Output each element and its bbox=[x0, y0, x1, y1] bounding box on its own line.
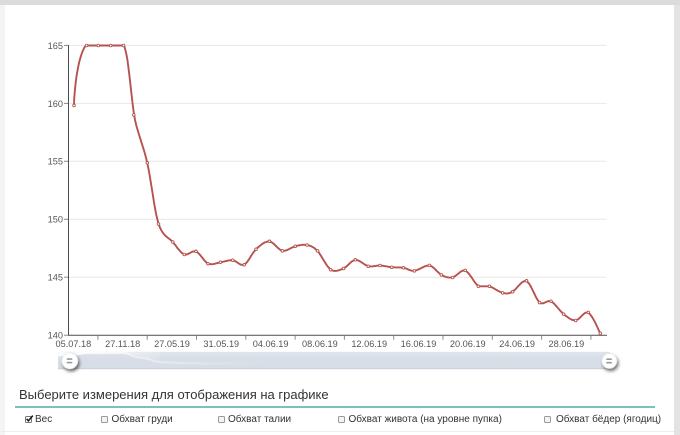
svg-text:24.06.19: 24.06.19 bbox=[499, 339, 535, 349]
svg-text:04.06.19: 04.06.19 bbox=[253, 339, 289, 349]
svg-text:140: 140 bbox=[48, 331, 63, 341]
svg-text:160: 160 bbox=[48, 99, 63, 109]
svg-text:27.05.19: 27.05.19 bbox=[154, 339, 190, 349]
svg-text:16.06.19: 16.06.19 bbox=[401, 339, 437, 349]
svg-text:12.06.19: 12.06.19 bbox=[351, 339, 387, 349]
svg-text:20.06.19: 20.06.19 bbox=[450, 339, 486, 349]
svg-text:155: 155 bbox=[48, 157, 63, 167]
svg-text:08.06.19: 08.06.19 bbox=[302, 339, 338, 349]
svg-text:05.07.18: 05.07.18 bbox=[56, 339, 92, 349]
svg-text:31.05.19: 31.05.19 bbox=[203, 339, 239, 349]
svg-text:165: 165 bbox=[48, 41, 63, 51]
svg-text:28.06.19: 28.06.19 bbox=[549, 339, 585, 349]
svg-text:145: 145 bbox=[48, 273, 63, 283]
svg-text:27.11.18: 27.11.18 bbox=[105, 339, 140, 349]
svg-text:150: 150 bbox=[48, 215, 63, 225]
